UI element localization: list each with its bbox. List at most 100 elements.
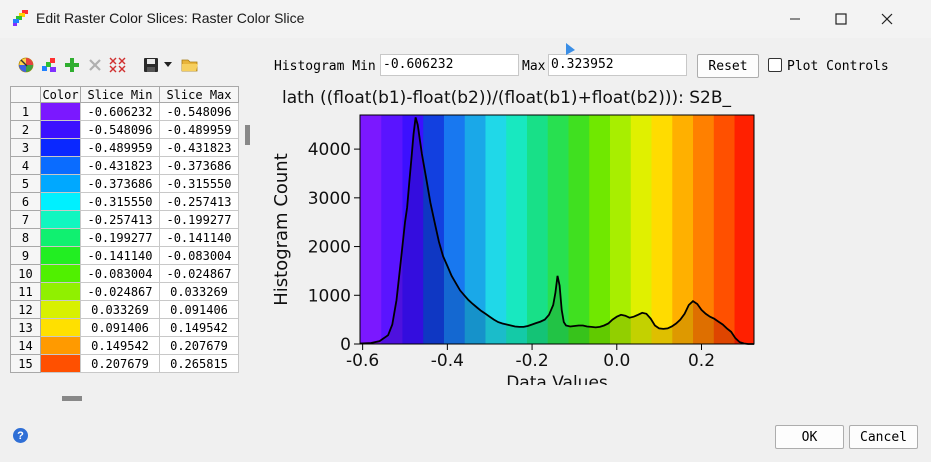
app-icon [13,10,28,26]
slice-max-cell[interactable]: 0.265815 [159,354,239,373]
corner-header [10,86,41,103]
minimize-button[interactable] [772,0,818,38]
color-band [568,115,590,344]
toolbar [16,55,203,75]
color-band [443,115,466,344]
close-button[interactable] [864,0,910,38]
slice-max-cell[interactable]: -0.199277 [159,210,239,229]
row-number: 11 [10,282,41,301]
table-row[interactable]: 6 -0.315550 -0.257413 [10,192,239,211]
column-header-slice-min[interactable]: Slice Min [80,86,160,103]
add-icon[interactable] [62,55,82,75]
color-band [734,115,755,344]
y-tick-label: 0 [340,335,351,355]
color-slice-table: Color Slice Min Slice Max 1 -0.606232 -0.5… [10,86,239,373]
color-band [402,115,424,344]
row-number: 5 [10,174,41,193]
color-swatch[interactable] [40,174,81,193]
y-tick-label: 1000 [308,286,351,306]
histogram-chart: lath ((float(b1)-float(b2))/(float(b1)+f… [271,88,755,393]
x-tick-label: 0.0 [603,351,630,371]
color-band [693,115,715,344]
color-band [589,115,611,344]
plot-controls-checkbox[interactable] [768,58,782,72]
y-tick-label: 3000 [308,189,351,209]
color-band [672,115,694,344]
color-band [423,115,445,344]
color-band [506,115,528,344]
maximize-icon [835,13,847,25]
ok-button[interactable]: OK [775,425,844,449]
cancel-button[interactable]: Cancel [849,425,918,449]
x-tick-label: -0.2 [515,351,548,371]
x-tick-label: -0.4 [431,351,464,371]
table-row[interactable]: 10 -0.083004 -0.024867 [10,264,239,283]
plot-controls-label: Plot Controls [787,59,889,74]
horizontal-scrollbar-thumb[interactable] [62,396,82,401]
color-band [713,115,736,344]
row-number: 14 [10,336,41,355]
color-swatch[interactable] [40,102,81,121]
column-header-slice-max[interactable]: Slice Max [159,86,239,103]
maximize-button[interactable] [818,0,864,38]
slice-max-cell[interactable]: 0.207679 [159,336,239,355]
slice-min-cell[interactable]: -0.606232 [80,102,160,121]
plot-frame [359,114,755,345]
histogram-fill [360,117,754,345]
row-number: 15 [10,354,41,373]
table-row[interactable]: 1 -0.606232 -0.548096 [10,102,239,121]
color-band [630,115,653,344]
delete-all-icon[interactable] [108,55,128,75]
color-band [464,115,486,344]
y-tick-label: 4000 [308,140,351,160]
color-band [610,115,632,344]
slice-max-cell[interactable]: -0.373686 [159,156,239,175]
slice-min-cell[interactable]: -0.083004 [80,264,160,283]
slice-max-cell[interactable]: -0.141140 [159,228,239,247]
histogram-min-input[interactable]: -0.606232 [380,54,519,76]
slice-max-cell[interactable]: -0.024867 [159,264,239,283]
color-swatch[interactable] [40,228,81,247]
save-icon[interactable] [141,55,161,75]
color-swatch[interactable] [40,120,81,139]
color-band [547,115,569,344]
y-axis-label: Histogram Count [271,153,292,306]
slice-min-cell[interactable]: 0.207679 [80,354,160,373]
chart-clip-mask [260,385,760,400]
y-tick-label: 2000 [308,238,351,258]
table-row[interactable]: 14 0.149542 0.207679 [10,336,239,355]
row-number: 2 [10,120,41,139]
row-number: 13 [10,318,41,337]
color-wheel-icon[interactable] [16,55,36,75]
slice-min-cell[interactable]: -0.315550 [80,192,160,211]
histogram-series-line [360,117,754,345]
color-band [485,115,507,344]
slice-max-cell[interactable]: -0.257413 [159,192,239,211]
histogram-max-label: Max [522,59,546,74]
table-row[interactable]: 11 -0.024867 0.033269 [10,282,239,301]
open-folder-icon[interactable] [180,55,200,75]
help-icon[interactable]: ? [13,428,28,443]
vertical-scrollbar-thumb[interactable] [245,125,250,145]
color-swatch[interactable] [40,246,81,265]
minimize-icon [790,18,800,20]
histogram-max-input[interactable]: 0.323952 [548,54,687,76]
color-band [526,115,549,344]
x-tick-label: 0.2 [688,351,715,371]
close-icon [881,13,893,25]
color-band [360,115,382,344]
histogram-min-label: Histogram Min [274,59,376,74]
table-row[interactable]: 12 0.033269 0.091406 [10,300,239,319]
table-row[interactable]: 15 0.207679 0.265815 [10,354,239,373]
reset-button[interactable]: Reset [697,54,759,78]
row-number: 12 [10,300,41,319]
delete-icon[interactable] [85,55,105,75]
color-swatch[interactable] [40,300,81,319]
dropdown-icon[interactable] [164,55,172,75]
chart-title: lath ((float(b1)-float(b2))/(float(b1)+f… [282,88,732,108]
color-swatch[interactable] [40,354,81,373]
color-swatch[interactable] [40,210,81,229]
pointer-icon [566,43,575,55]
auto-color-icon[interactable] [39,55,59,75]
row-number: 1 [10,102,41,121]
